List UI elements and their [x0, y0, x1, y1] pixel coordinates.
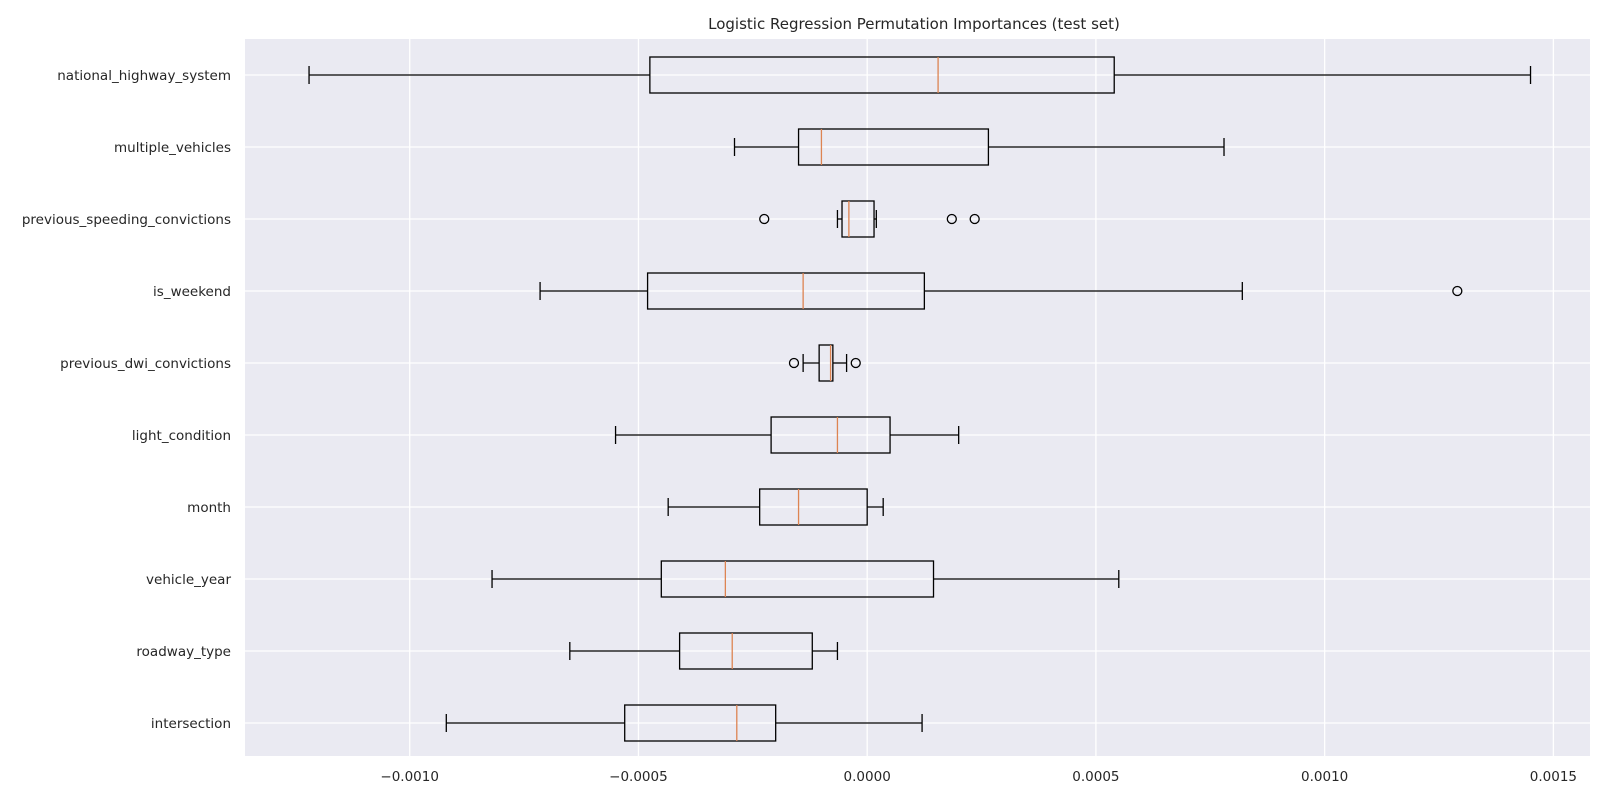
y-tick-label: vehicle_year [146, 572, 231, 588]
iqr-box [818, 344, 834, 382]
y-tick-label: previous_speeding_convictions [22, 212, 231, 228]
iqr-box [770, 416, 891, 454]
y-tick-label: multiple_vehicles [114, 140, 231, 156]
grid-lines [245, 39, 1590, 756]
iqr-box [649, 56, 1115, 94]
y-axis-tick-labels: national_highway_system multiple_vehicles… [22, 68, 232, 732]
box-series [308, 56, 1532, 742]
y-tick-label: previous_dwi_convictions [60, 356, 231, 372]
y-tick-label: roadway_type [136, 644, 231, 660]
iqr-box [678, 632, 813, 670]
chart-title: Logistic Regression Permutation Importan… [708, 15, 1120, 33]
y-tick-label: intersection [151, 716, 231, 732]
y-tick-label: month [187, 500, 231, 516]
outlier-point [788, 357, 800, 369]
outlier-point [946, 213, 957, 225]
plot-area [245, 39, 1590, 756]
box-intersection [445, 704, 923, 742]
x-tick-label: 0.0005 [1072, 769, 1119, 785]
box-national-highway-system [308, 56, 1532, 94]
box-is-weekend [539, 272, 1463, 310]
y-tick-label: national_highway_system [57, 68, 231, 84]
iqr-box [624, 704, 777, 742]
box-light-condition [614, 416, 960, 454]
iqr-box [646, 272, 926, 310]
box-previous-speeding-convictions [759, 200, 980, 238]
box-month [667, 488, 884, 526]
iqr-box [841, 200, 875, 238]
iqr-box [759, 488, 868, 526]
outlier-point [850, 357, 861, 369]
iqr-box [797, 128, 990, 166]
x-tick-label: 0.0015 [1530, 769, 1577, 785]
outlier-point [1452, 285, 1463, 297]
box-previous-dwi-convictions [788, 344, 861, 382]
x-tick-label: −0.0005 [609, 769, 668, 785]
box-vehicle-year [491, 560, 1120, 598]
x-axis-tick-labels: −0.0010 −0.0005 0.0000 0.0005 0.0010 0.0015 [380, 769, 1577, 785]
y-tick-label: is_weekend [153, 284, 231, 300]
outlier-point [969, 213, 980, 225]
box-multiple-vehicles [733, 128, 1225, 166]
x-tick-label: 0.0010 [1301, 769, 1348, 785]
y-tick-label: light_condition [132, 428, 231, 444]
x-tick-label: −0.0010 [380, 769, 439, 785]
x-tick-label: 0.0000 [844, 769, 891, 785]
outlier-point [759, 213, 770, 225]
box-roadway-type [569, 632, 839, 670]
iqr-box [660, 560, 935, 598]
